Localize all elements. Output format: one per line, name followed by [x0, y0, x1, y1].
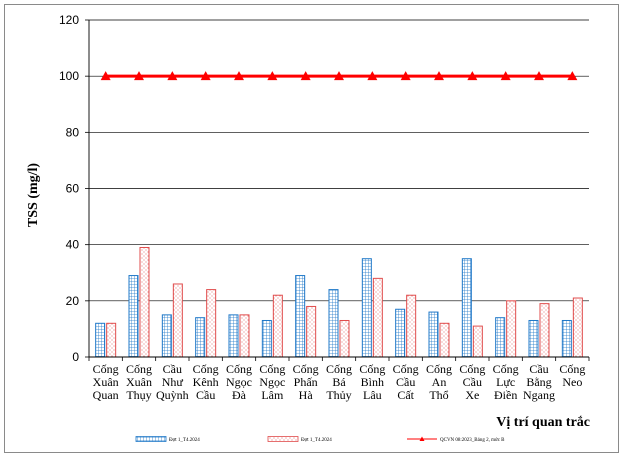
standard-line-marker	[567, 71, 578, 81]
legend-marker-swatch	[419, 436, 425, 441]
legend: Đợt 1_T4.2024 Đợt 1_T4.2024 QCVN 08:2023_B…	[135, 436, 505, 443]
x-category-label: Cầu Bằng Ngang	[523, 362, 555, 402]
bar-series-2	[572, 297, 583, 358]
y-tick-label: 100	[59, 69, 79, 83]
legend-label: Đợt 1_T4.2024	[169, 438, 200, 443]
standard-line-marker	[134, 71, 144, 81]
bar-series-2	[239, 314, 250, 358]
x-category-label: Cống An Thổ	[426, 362, 452, 402]
chart-frame: 0 20 40 60 80 100 120 Cống Xuân Quan Cống Xuân Thụy C…	[4, 4, 619, 453]
legend-bar-swatch	[135, 436, 167, 442]
bar-series-1	[461, 258, 472, 358]
bar-series-1	[528, 319, 539, 358]
bar-series-1	[261, 319, 272, 358]
x-category-label: Cầu Như Quỳnh	[156, 362, 189, 402]
bar-series-1	[295, 275, 306, 358]
bar-series-2	[539, 303, 550, 358]
standard-line-marker	[167, 71, 178, 81]
bar-series-1	[328, 289, 339, 358]
bar-series-2	[406, 294, 417, 358]
bar-series-2	[206, 289, 217, 358]
bar-series-2	[306, 305, 317, 358]
legend-bar-swatch	[267, 436, 299, 442]
standard-line-marker	[434, 71, 444, 81]
x-category-label: Cống Bình Lâu	[359, 362, 385, 402]
bar-series-1	[361, 258, 372, 358]
standard-line-marker	[300, 71, 311, 81]
gridlines	[89, 19, 589, 302]
standard-line	[100, 71, 578, 81]
bar-series-2	[339, 319, 350, 358]
x-category-label: Cống Kênh Cầu	[193, 362, 219, 402]
bar-series-1	[428, 311, 439, 358]
x-category-label: Cống Cầu Xe	[459, 362, 485, 402]
standard-line-marker	[100, 71, 111, 81]
bar-series-1	[561, 319, 572, 358]
axes	[85, 19, 590, 361]
x-category-label: Cống Xuân Thụy	[126, 362, 152, 402]
x-category-label: Cống Ngọc Lâm	[259, 362, 285, 402]
bar-series-1	[495, 317, 506, 358]
legend-label: QCVN 08:2023_Bảng 2, mức B	[440, 438, 505, 443]
x-category-label: Cống Neo	[559, 362, 585, 389]
bar-series-1	[161, 314, 172, 358]
y-tick-label: 20	[66, 294, 80, 308]
bar-series-2	[272, 294, 283, 358]
x-category-label: Cống Lực Điền	[493, 362, 519, 402]
y-tick-label: 0	[72, 350, 79, 364]
y-tick-label: 40	[66, 238, 80, 252]
x-category-label: Cống Ngọc Đà	[226, 362, 252, 402]
x-axis-title: Vị trí quan trắc	[496, 415, 590, 430]
bar-series-2	[439, 322, 450, 358]
bar-series-2	[372, 277, 383, 358]
standard-line-marker	[367, 71, 378, 81]
standard-line-marker	[234, 71, 244, 81]
standard-line-marker	[500, 71, 511, 81]
y-tick-label: 120	[59, 13, 79, 27]
y-axis-title: TSS (mg/l)	[26, 163, 41, 228]
bar-series-1	[195, 317, 206, 358]
standard-line-marker	[400, 71, 411, 81]
standard-line-marker	[267, 71, 278, 81]
y-tick-label: 80	[66, 125, 80, 139]
bar-series-1	[228, 314, 239, 358]
standard-line-marker	[200, 71, 211, 81]
x-category-label: Cống Cầu Cất	[393, 362, 419, 402]
x-category-label: Cống Bá Thủy	[326, 362, 352, 402]
bars	[95, 246, 583, 358]
bar-series-1	[128, 275, 139, 358]
bar-series-1	[95, 322, 106, 358]
bar-series-2	[139, 246, 150, 358]
bar-series-2	[106, 322, 117, 358]
x-category-label: Cống Xuân Quan	[93, 362, 119, 402]
bar-series-2	[506, 300, 517, 358]
standard-line-marker	[334, 71, 344, 81]
bar-series-2	[472, 325, 483, 358]
standard-line-marker	[467, 71, 478, 81]
x-category-label: Cống Phấn Hà	[293, 362, 319, 402]
bar-series-2	[172, 283, 183, 358]
legend-label: Đợt 1_T4.2024	[301, 438, 332, 443]
y-tick-label: 60	[66, 182, 80, 196]
bar-series-1	[395, 308, 406, 358]
standard-line-marker	[534, 71, 544, 81]
